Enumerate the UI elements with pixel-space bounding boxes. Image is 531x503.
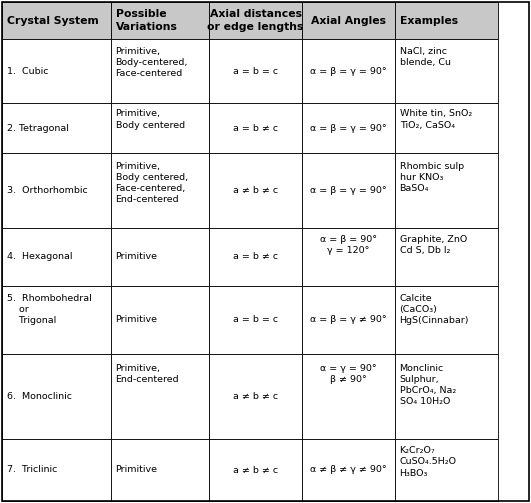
Bar xyxy=(395,354,499,439)
Text: 3.  Orthorhombic: 3. Orthorhombic xyxy=(7,186,88,195)
Bar xyxy=(2,39,111,104)
Bar xyxy=(111,439,209,501)
Text: Axial distances
or edge lengths: Axial distances or edge lengths xyxy=(208,10,304,32)
Bar xyxy=(395,286,499,354)
Bar xyxy=(395,153,499,228)
Text: a = b = c: a = b = c xyxy=(233,67,278,76)
Text: Primitive: Primitive xyxy=(116,252,158,261)
Bar xyxy=(111,354,209,439)
Bar xyxy=(209,439,302,501)
Bar xyxy=(302,39,395,104)
Bar xyxy=(111,286,209,354)
Bar xyxy=(395,228,499,286)
Text: Monclinic
Sulphur,
PbCrO₄, Na₂
SO₄ 10H₂O: Monclinic Sulphur, PbCrO₄, Na₂ SO₄ 10H₂O xyxy=(400,364,456,406)
Bar xyxy=(395,439,499,501)
Text: a ≠ b ≠ c: a ≠ b ≠ c xyxy=(233,186,278,195)
Bar xyxy=(209,354,302,439)
Text: a = b ≠ c: a = b ≠ c xyxy=(233,252,278,261)
Bar xyxy=(2,153,111,228)
Bar xyxy=(302,439,395,501)
Text: Axial Angles: Axial Angles xyxy=(311,16,386,26)
Bar xyxy=(2,439,111,501)
Text: NaCl, zinc
blende, Cu: NaCl, zinc blende, Cu xyxy=(400,47,451,67)
Text: Calcite
(CaCO₃)
HgS(Cinnabar): Calcite (CaCO₃) HgS(Cinnabar) xyxy=(400,294,469,325)
Text: Primitive: Primitive xyxy=(116,315,158,324)
Bar xyxy=(111,2,209,39)
Text: α ≠ β ≠ γ ≠ 90°: α ≠ β ≠ γ ≠ 90° xyxy=(310,465,387,474)
Bar xyxy=(302,2,395,39)
Bar xyxy=(2,104,111,153)
Bar xyxy=(302,354,395,439)
Bar xyxy=(2,286,111,354)
Text: 4.  Hexagonal: 4. Hexagonal xyxy=(7,252,72,261)
Text: Crystal System: Crystal System xyxy=(7,16,98,26)
Text: Primitive,
Body centered,
Face-centered,
End-centered: Primitive, Body centered, Face-centered,… xyxy=(116,162,187,204)
Bar xyxy=(395,39,499,104)
Bar xyxy=(302,104,395,153)
Text: α = β = γ = 90°: α = β = γ = 90° xyxy=(310,124,387,133)
Bar xyxy=(395,2,499,39)
Text: 7.  Triclinic: 7. Triclinic xyxy=(7,465,57,474)
Bar xyxy=(209,39,302,104)
Text: 6.  Monoclinic: 6. Monoclinic xyxy=(7,392,72,401)
Bar xyxy=(2,354,111,439)
Text: a ≠ b ≠ c: a ≠ b ≠ c xyxy=(233,392,278,401)
Bar xyxy=(111,39,209,104)
Text: Examples: Examples xyxy=(400,16,458,26)
Text: Possible
Variations: Possible Variations xyxy=(116,10,177,32)
Text: Rhombic sulp
hur KNO₃
BaSO₄: Rhombic sulp hur KNO₃ BaSO₄ xyxy=(400,162,464,193)
Bar xyxy=(111,228,209,286)
Bar xyxy=(302,228,395,286)
Text: Primitive,
Body-centered,
Face-centered: Primitive, Body-centered, Face-centered xyxy=(116,47,188,78)
Text: 1.  Cubic: 1. Cubic xyxy=(7,67,48,76)
Bar xyxy=(302,153,395,228)
Text: α = γ = 90°
β ≠ 90°: α = γ = 90° β ≠ 90° xyxy=(320,364,377,384)
Bar xyxy=(2,2,111,39)
Bar xyxy=(209,2,302,39)
Bar xyxy=(395,104,499,153)
Text: a = b ≠ c: a = b ≠ c xyxy=(233,124,278,133)
Text: α = β = γ ≠ 90°: α = β = γ ≠ 90° xyxy=(310,315,387,324)
Text: a ≠ b ≠ c: a ≠ b ≠ c xyxy=(233,465,278,474)
Bar xyxy=(2,228,111,286)
Text: Graphite, ZnO
Cd S, Db l₂: Graphite, ZnO Cd S, Db l₂ xyxy=(400,234,467,255)
Bar xyxy=(111,104,209,153)
Text: 5.  Rhombohedral
    or
    Trigonal: 5. Rhombohedral or Trigonal xyxy=(7,294,91,325)
Text: Primitive,
Body centered: Primitive, Body centered xyxy=(116,110,185,129)
Text: Primitive: Primitive xyxy=(116,465,158,474)
Text: α = β = γ = 90°: α = β = γ = 90° xyxy=(310,186,387,195)
Bar xyxy=(209,286,302,354)
Text: α = β = 90°
γ = 120°: α = β = 90° γ = 120° xyxy=(320,234,377,255)
Bar xyxy=(209,228,302,286)
Bar xyxy=(209,153,302,228)
Bar xyxy=(302,286,395,354)
Text: K₂Cr₂O₇
CuSO₄.5H₂O
H₃BO₃: K₂Cr₂O₇ CuSO₄.5H₂O H₃BO₃ xyxy=(400,446,457,477)
Text: α = β = γ = 90°: α = β = γ = 90° xyxy=(310,67,387,76)
Bar xyxy=(209,104,302,153)
Text: a = b = c: a = b = c xyxy=(233,315,278,324)
Text: White tin, SnO₂
TiO₂, CaSO₄: White tin, SnO₂ TiO₂, CaSO₄ xyxy=(400,110,472,129)
Bar xyxy=(111,153,209,228)
Text: 2. Tetragonal: 2. Tetragonal xyxy=(7,124,68,133)
Text: Primitive,
End-centered: Primitive, End-centered xyxy=(116,364,179,384)
